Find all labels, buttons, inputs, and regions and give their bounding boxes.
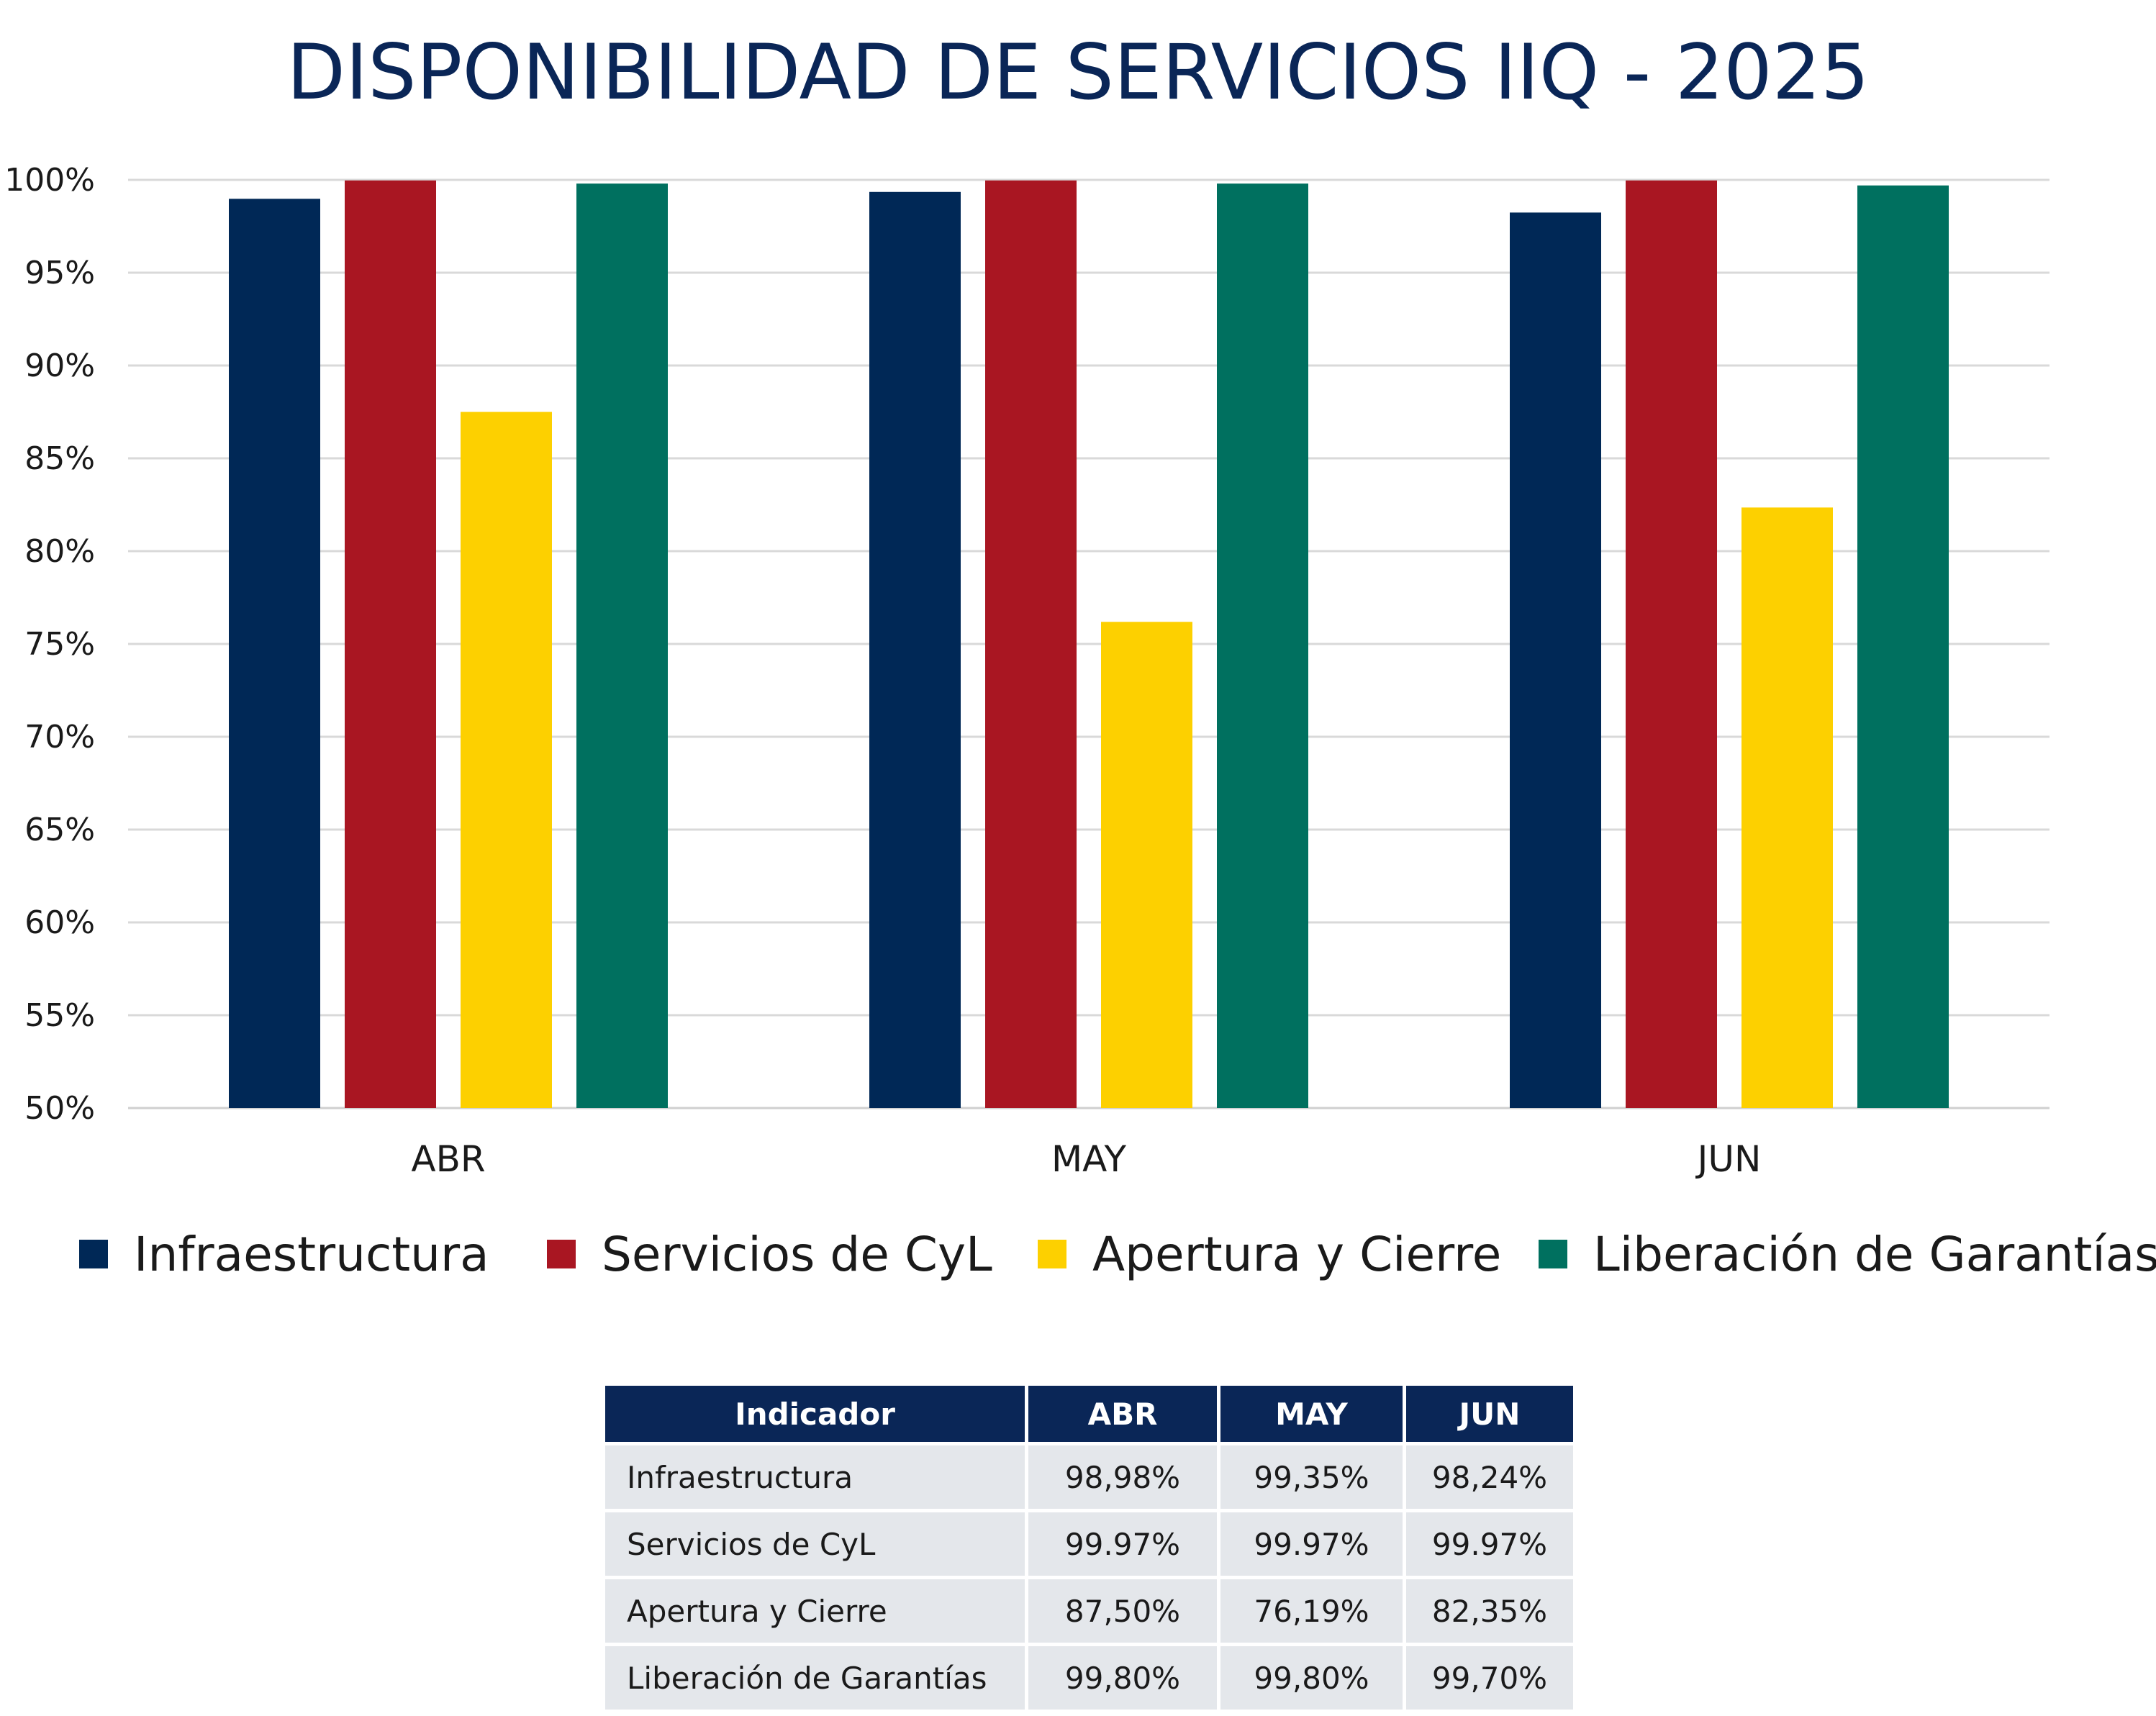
legend-swatch: [1539, 1240, 1567, 1268]
bar: [461, 412, 552, 1108]
bar: [1741, 507, 1833, 1108]
y-tick-label: 100%: [4, 162, 95, 199]
legend-label: Apertura y Cierre: [1092, 1227, 1501, 1282]
table-cell: 99.97%: [1220, 1512, 1403, 1576]
legend-label: Liberación de Garantías: [1593, 1227, 2156, 1282]
bar: [985, 180, 1077, 1108]
y-tick-label: 65%: [24, 812, 95, 848]
legend-swatch: [547, 1240, 576, 1268]
table-cell: 98,24%: [1406, 1445, 1573, 1509]
bar: [1101, 622, 1192, 1108]
y-tick-label: 85%: [24, 440, 95, 477]
bar: [576, 183, 668, 1108]
table-header-abr: ABR: [1028, 1386, 1217, 1442]
y-tick-label: 75%: [24, 626, 95, 663]
legend-swatch: [79, 1240, 108, 1268]
bar: [1857, 185, 1949, 1108]
y-tick-label: 50%: [24, 1090, 95, 1127]
y-tick-label: 80%: [24, 533, 95, 570]
x-axis-categories: ABR MAY JUN: [411, 1138, 1761, 1180]
table-header-jun: JUN: [1406, 1386, 1573, 1442]
table-cell: 82,35%: [1406, 1579, 1573, 1643]
table-header-may: MAY: [1220, 1386, 1403, 1442]
y-tick-label: 55%: [24, 997, 95, 1034]
x-category-label: ABR: [411, 1138, 485, 1180]
table-cell-indicator: Liberación de Garantías: [605, 1646, 1025, 1710]
table-cell: 99.97%: [1406, 1512, 1573, 1576]
table-cell: 76,19%: [1220, 1579, 1403, 1643]
bar: [1217, 183, 1308, 1108]
y-tick-label: 90%: [24, 348, 95, 384]
bar: [869, 191, 961, 1108]
table-cell: 99,80%: [1028, 1646, 1217, 1710]
y-tick-label: 70%: [24, 719, 95, 755]
table-cell: 87,50%: [1028, 1579, 1217, 1643]
table-cell-indicator: Servicios de CyL: [605, 1512, 1025, 1576]
bar: [345, 180, 436, 1108]
legend: Infraestructura Servicios de CyL Apertura …: [79, 1227, 2156, 1282]
bar-chart: DISPONIBILIDAD DE SERVICIOS IIQ - 2025 5…: [4, 28, 2156, 1282]
x-category-label: MAY: [1051, 1138, 1126, 1180]
table-cell-indicator: Apertura y Cierre: [605, 1579, 1025, 1643]
y-axis-ticks: 50% 55% 60% 65% 70% 75% 80% 85% 90% 95% 100%: [4, 162, 95, 1127]
legend-label: Infraestructura: [134, 1227, 489, 1282]
table-row: Apertura y Cierre 87,50% 76,19% 82,35%: [605, 1579, 1573, 1643]
x-category-label: JUN: [1695, 1138, 1762, 1180]
table-cell: 99,35%: [1220, 1445, 1403, 1509]
legend-label: Servicios de CyL: [602, 1227, 992, 1282]
table-header-row: Indicador ABR MAY JUN: [605, 1386, 1573, 1442]
table-cell: 99,80%: [1220, 1646, 1403, 1710]
table-row: Liberación de Garantías 99,80% 99,80% 99…: [605, 1646, 1573, 1710]
table-header-indicador: Indicador: [605, 1386, 1025, 1442]
bar: [229, 199, 320, 1108]
data-table: Indicador ABR MAY JUN Infraestructura 98…: [602, 1382, 1577, 1713]
gridlines: [128, 178, 2049, 1109]
legend-swatch: [1038, 1240, 1066, 1268]
bars: [229, 180, 1949, 1109]
table-row: Infraestructura 98,98% 99,35% 98,24%: [605, 1445, 1573, 1509]
bar: [1510, 212, 1601, 1109]
chart-title: DISPONIBILIDAD DE SERVICIOS IIQ - 2025: [286, 28, 1869, 117]
table-cell: 98,98%: [1028, 1445, 1217, 1509]
table-cell-indicator: Infraestructura: [605, 1445, 1025, 1509]
table-row: Servicios de CyL 99.97% 99.97% 99.97%: [605, 1512, 1573, 1576]
table-cell: 99,70%: [1406, 1646, 1573, 1710]
table-cell: 99.97%: [1028, 1512, 1217, 1576]
y-tick-label: 60%: [24, 904, 95, 941]
bar: [1626, 180, 1717, 1108]
y-tick-label: 95%: [24, 255, 95, 291]
